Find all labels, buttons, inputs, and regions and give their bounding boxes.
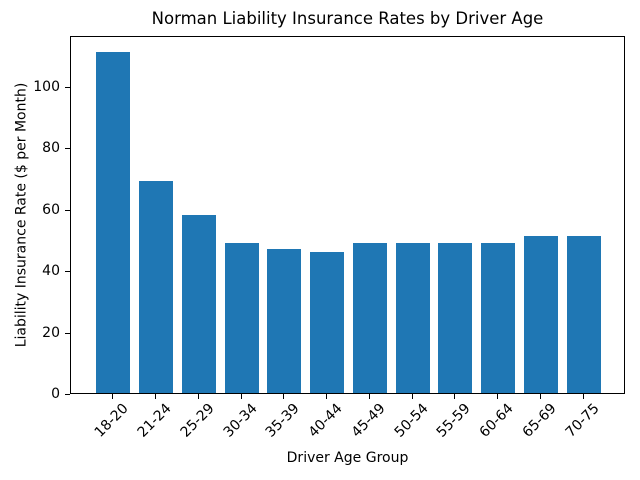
x-tick-mark xyxy=(411,394,413,399)
y-tick-label: 0 xyxy=(51,386,60,402)
x-tick-mark xyxy=(368,394,370,399)
x-tick-mark xyxy=(326,394,328,399)
bar-35-39 xyxy=(267,248,302,393)
bar-70-75 xyxy=(566,236,601,393)
x-tick-mark xyxy=(197,394,199,399)
x-tick-label: 35-39 xyxy=(262,400,304,441)
y-tick-label: 80 xyxy=(42,140,60,157)
x-tick-label: 18-20 xyxy=(91,400,132,441)
y-tick-mark xyxy=(65,271,70,273)
y-tick-label: 40 xyxy=(42,263,60,280)
bar-45-49 xyxy=(352,242,387,393)
bar-30-34 xyxy=(224,242,259,393)
x-tick-label: 30-34 xyxy=(220,400,261,441)
x-tick-mark xyxy=(240,394,242,399)
x-tick-label: 60-64 xyxy=(476,400,517,441)
bar-25-29 xyxy=(181,214,216,393)
y-tick-mark xyxy=(65,332,70,334)
y-tick-label: 60 xyxy=(42,201,60,218)
y-tick-label: 100 xyxy=(33,78,60,95)
x-tick-label: 65-69 xyxy=(519,400,560,441)
y-tick-mark xyxy=(65,148,70,150)
chart-title: Norman Liability Insurance Rates by Driv… xyxy=(151,9,544,28)
bar-55-59 xyxy=(438,242,473,393)
x-tick-label: 45-49 xyxy=(348,400,389,441)
bar-21-24 xyxy=(139,181,174,393)
x-tick-label: 55-59 xyxy=(433,400,475,441)
x-tick-mark xyxy=(497,394,499,399)
x-tick-mark xyxy=(454,394,456,399)
y-tick-mark xyxy=(65,86,70,88)
x-tick-label: 21-24 xyxy=(134,400,175,441)
bar-50-54 xyxy=(395,242,430,393)
x-tick-label: 50-54 xyxy=(391,400,432,441)
plot-area xyxy=(70,36,625,394)
x-tick-mark xyxy=(539,394,541,399)
x-tick-mark xyxy=(112,394,114,399)
x-tick-mark xyxy=(155,394,157,399)
x-axis-label: Driver Age Group xyxy=(286,450,409,466)
x-tick-mark xyxy=(283,394,285,399)
x-tick-mark xyxy=(582,394,584,399)
y-tick-mark xyxy=(65,394,70,395)
bar-60-64 xyxy=(481,242,516,393)
bar-18-20 xyxy=(96,52,131,393)
x-tick-label: 40-44 xyxy=(305,400,346,441)
y-tick-mark xyxy=(65,209,70,211)
x-tick-label: 25-29 xyxy=(177,400,218,441)
x-tick-label: 70-75 xyxy=(562,400,603,441)
bar-65-69 xyxy=(523,236,558,393)
bar-40-44 xyxy=(310,251,345,393)
y-tick-label: 20 xyxy=(42,324,60,341)
